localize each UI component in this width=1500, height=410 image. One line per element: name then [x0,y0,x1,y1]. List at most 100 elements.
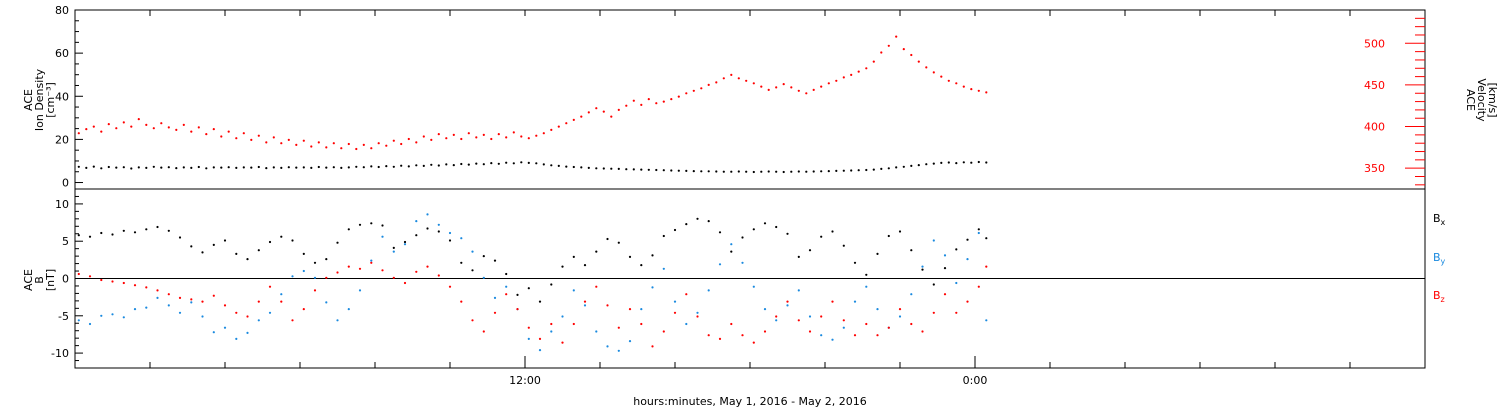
field-point-bx [730,250,733,253]
field-point-bz [235,311,238,314]
field-point-bz [471,319,474,322]
field-point-bx [673,228,677,232]
density-point [730,170,733,173]
velocity-point [572,118,575,121]
field-point-bz [145,286,148,289]
density-point [467,163,470,166]
legend-bz: Bz [1433,289,1445,304]
density-point [602,167,605,170]
density-point [287,166,290,169]
field-point-by [291,275,294,278]
field-point-bz [381,269,384,272]
velocity-point [205,133,208,136]
field-point-bz [865,322,868,326]
velocity-point [272,136,275,139]
velocity-point [925,66,928,69]
field-point-bz [403,281,407,285]
velocity-point [700,87,703,90]
velocity-point [542,132,545,135]
velocity-axis-label-line1: ACE [1464,89,1477,111]
velocity-point [407,137,410,141]
density-point [145,166,148,169]
field-point-bx [752,228,755,231]
field-point-by [111,313,114,316]
velocity-point [812,88,815,91]
density-point [235,166,238,169]
field-point-bx [122,229,125,232]
field-point-bx [460,261,463,264]
velocity-point [880,51,883,54]
field-point-bx [561,265,564,268]
density-point [317,165,320,169]
density-point [565,165,568,168]
density-point [812,170,815,173]
density-point [542,163,545,166]
field-point-bz [302,308,305,311]
top-data-points [77,35,988,174]
field-point-bz [763,330,767,333]
velocity-point [475,136,478,139]
velocity-tick-label: 500 [1364,37,1385,50]
density-point [947,161,950,164]
density-point [92,165,95,168]
density-point [445,163,448,166]
field-point-bx [696,217,699,220]
density-point [497,162,500,165]
field-point-by [752,285,755,288]
velocity-point [782,83,785,86]
time-tick-label: 0:00 [963,374,988,387]
density-point [835,169,838,172]
field-point-by [133,308,137,311]
field-point-by [842,326,845,329]
field-tick-label: 10 [55,198,69,211]
velocity-point [790,86,793,89]
field-point-by [336,319,339,322]
field-point-bx [775,225,778,229]
density-point [850,169,853,172]
velocity-point [512,131,515,134]
field-tick-label: -5 [58,310,69,323]
density-velocity-panel: 0 20 40 60 80 350 400 450 500 ACE Ion Density [… [22,4,1499,190]
density-point [227,166,230,169]
field-point-bx [426,227,429,230]
density-point [632,168,635,171]
field-point-by [707,289,710,292]
density-point [985,161,988,164]
density-point [617,167,620,170]
velocity-point [355,147,358,151]
density-point [692,170,695,173]
field-point-by [673,300,677,303]
field-point-by [876,308,879,311]
velocity-point [122,121,125,124]
field-point-bx [325,258,328,261]
field-point-bx [876,252,879,255]
velocity-point [842,76,845,79]
density-point [685,169,688,172]
density-point [955,162,958,165]
velocity-point [670,98,673,101]
density-point [512,162,515,165]
velocity-point [175,128,178,131]
velocity-point [85,128,88,131]
velocity-point [452,133,455,136]
density-point [572,165,575,169]
velocity-point [587,111,590,114]
velocity-point [77,132,80,135]
field-point-bz [583,300,587,303]
bottom-data-points [77,213,988,352]
velocity-tick-label: 400 [1364,121,1385,134]
velocity-point [535,134,538,137]
field-point-by [505,285,508,288]
velocity-point [100,130,103,133]
field-point-bz [122,281,125,285]
field-point-bx [887,234,890,238]
field-point-by [921,265,924,268]
field-point-by [730,243,733,246]
density-point [940,161,943,164]
field-point-bx [741,236,744,239]
field-point-by [471,250,474,253]
velocity-point [947,79,950,82]
field-point-by [797,289,800,292]
density-point [797,170,800,173]
velocity-point [745,79,748,82]
